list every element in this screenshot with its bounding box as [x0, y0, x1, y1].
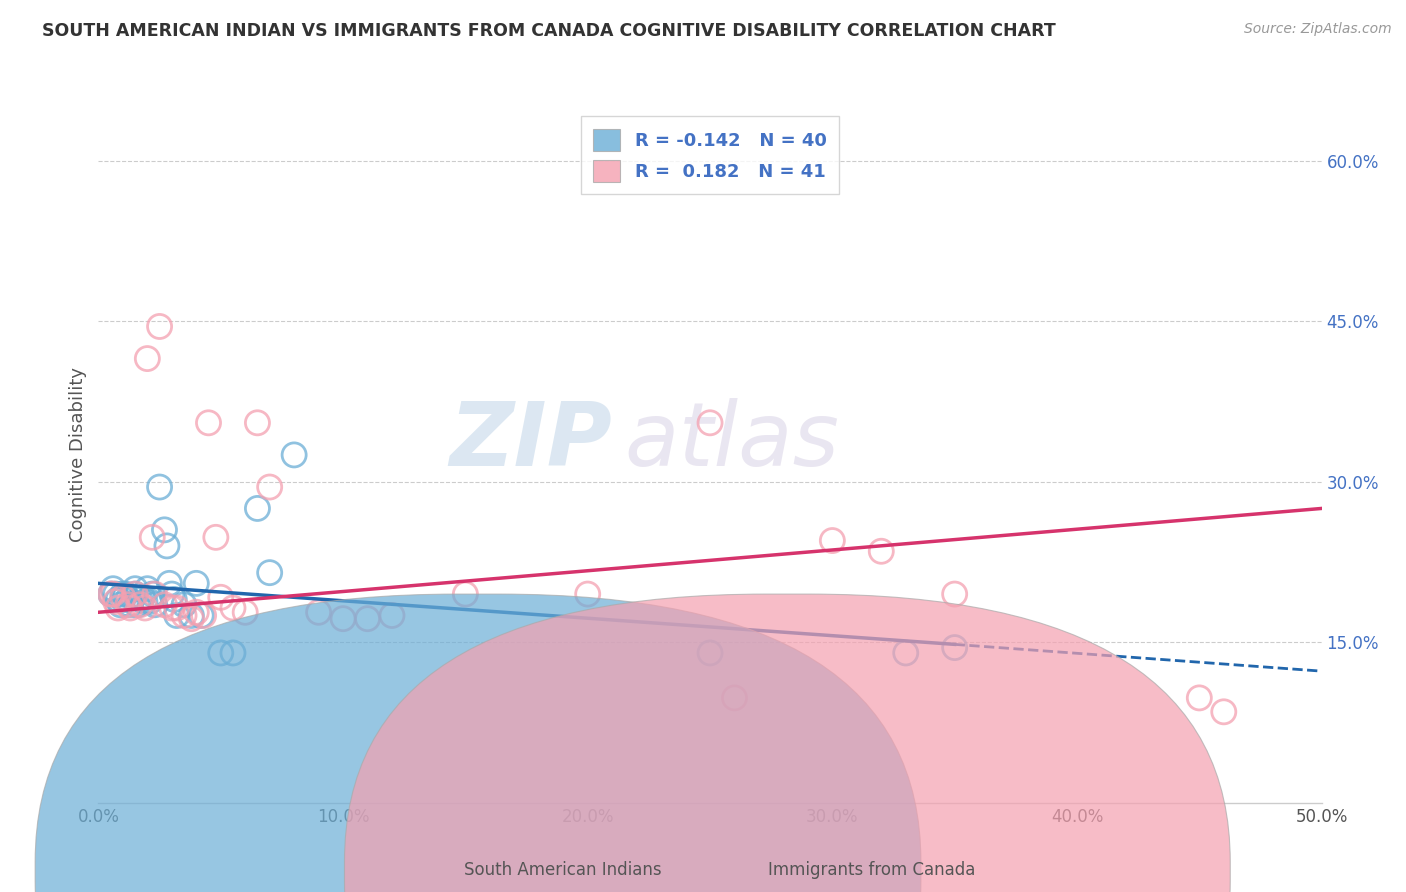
Point: [136, 351, 159, 366]
Point: [193, 608, 215, 623]
Point: [153, 523, 176, 537]
Point: [699, 646, 721, 660]
Point: [149, 319, 172, 334]
Point: [699, 416, 721, 430]
Point: [134, 594, 156, 608]
Point: [129, 598, 152, 612]
Point: [205, 530, 228, 544]
Point: [124, 582, 146, 596]
Legend: R = -0.142   N = 40, R =  0.182   N = 41: R = -0.142 N = 40, R = 0.182 N = 41: [581, 116, 839, 194]
Point: [143, 587, 166, 601]
Point: [943, 587, 966, 601]
Point: [104, 587, 127, 601]
Point: [246, 501, 269, 516]
Point: [197, 416, 219, 430]
Text: ZIP: ZIP: [450, 398, 612, 484]
Point: [870, 544, 893, 558]
Point: [576, 587, 599, 601]
Point: [127, 598, 149, 612]
Point: [134, 601, 156, 615]
Point: [101, 582, 124, 596]
Point: [246, 416, 269, 430]
Point: [101, 587, 124, 601]
Point: [356, 612, 378, 626]
Point: [156, 539, 179, 553]
Point: [186, 576, 208, 591]
Point: [114, 587, 136, 601]
Point: [124, 587, 146, 601]
Text: SOUTH AMERICAN INDIAN VS IMMIGRANTS FROM CANADA COGNITIVE DISABILITY CORRELATION: SOUTH AMERICAN INDIAN VS IMMIGRANTS FROM…: [42, 22, 1056, 40]
Point: [209, 591, 232, 605]
Point: [186, 605, 208, 619]
Point: [141, 587, 163, 601]
Point: [149, 480, 172, 494]
Point: [1188, 690, 1211, 705]
Point: [120, 598, 142, 612]
Point: [283, 448, 305, 462]
Point: [107, 592, 129, 607]
Point: [166, 601, 188, 615]
Point: [233, 605, 256, 619]
Point: [111, 591, 134, 605]
Point: [120, 601, 142, 615]
Point: [1212, 705, 1234, 719]
Point: [124, 587, 146, 601]
Point: [894, 646, 917, 660]
Point: [821, 533, 844, 548]
Point: [136, 582, 159, 596]
Point: [209, 646, 232, 660]
Point: [222, 601, 245, 615]
Point: [332, 612, 354, 626]
Text: Immigrants from Canada: Immigrants from Canada: [768, 861, 976, 879]
Point: [173, 608, 195, 623]
Point: [180, 612, 202, 626]
Point: [166, 608, 188, 623]
Point: [117, 592, 139, 607]
Point: [121, 591, 143, 605]
Point: [173, 598, 195, 612]
Point: [259, 480, 281, 494]
Point: [104, 594, 127, 608]
Point: [100, 587, 122, 601]
Point: [723, 690, 745, 705]
Point: [139, 594, 162, 608]
Point: [100, 587, 122, 601]
Point: [111, 592, 134, 607]
Point: [153, 598, 176, 612]
Text: South American Indians: South American Indians: [464, 861, 661, 879]
Point: [163, 592, 186, 607]
Y-axis label: Cognitive Disability: Cognitive Disability: [69, 368, 87, 542]
Point: [141, 530, 163, 544]
Point: [180, 608, 202, 623]
Text: atlas: atlas: [624, 398, 839, 484]
Point: [117, 598, 139, 612]
Point: [131, 591, 153, 605]
Point: [259, 566, 281, 580]
Point: [157, 576, 180, 591]
Point: [381, 608, 404, 623]
Point: [943, 640, 966, 655]
Point: [308, 605, 330, 619]
Point: [107, 601, 129, 615]
Point: [110, 598, 132, 612]
Point: [190, 608, 212, 623]
Text: Source: ZipAtlas.com: Source: ZipAtlas.com: [1244, 22, 1392, 37]
Point: [160, 587, 183, 601]
Point: [222, 646, 245, 660]
Point: [129, 592, 152, 607]
Point: [111, 587, 134, 601]
Point: [143, 598, 166, 612]
Point: [454, 587, 477, 601]
Point: [160, 601, 183, 615]
